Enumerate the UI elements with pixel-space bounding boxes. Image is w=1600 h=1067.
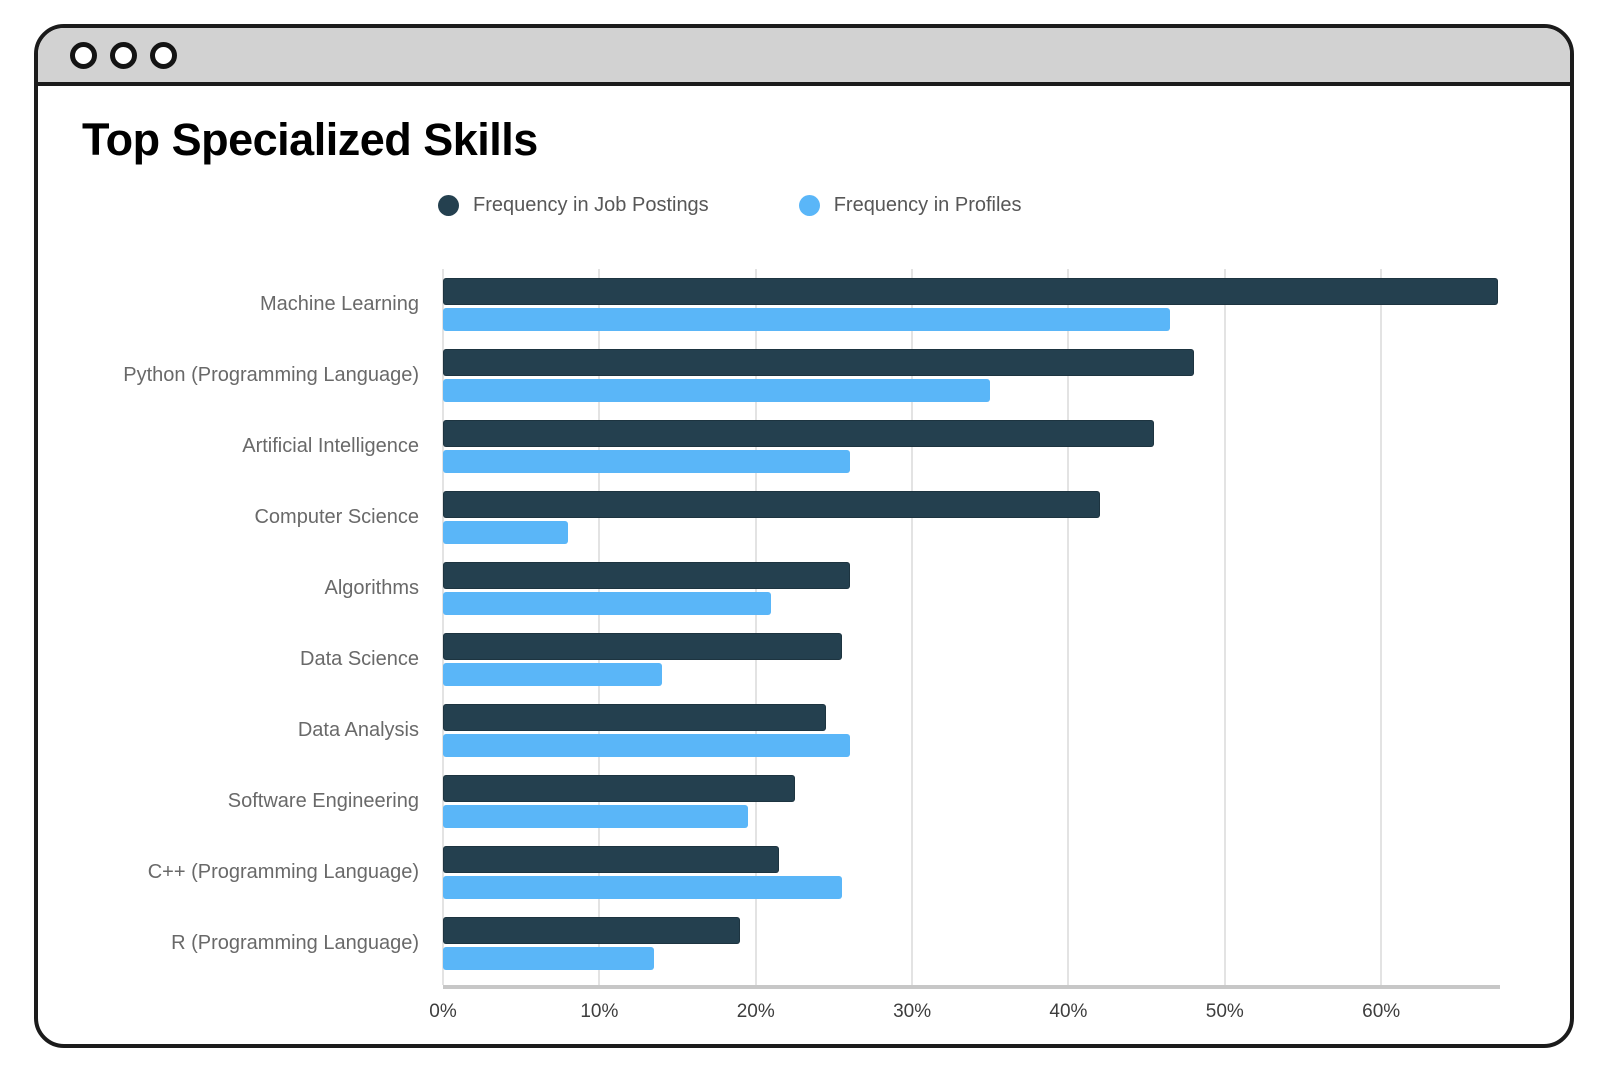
x-tick-label: 50% xyxy=(1205,1001,1244,1022)
chart-row: R (Programming Language) xyxy=(82,908,1500,979)
gridline-60 xyxy=(1380,269,1383,985)
bar-profiles xyxy=(443,521,569,544)
window-control-dot-2[interactable] xyxy=(110,41,137,69)
bar-job-postings xyxy=(443,775,795,802)
chart-row: Computer Science xyxy=(82,482,1500,553)
chart-row: Software Engineering xyxy=(82,766,1500,837)
x-tick-label: 30% xyxy=(893,1001,932,1022)
x-tick-label: 20% xyxy=(736,1001,775,1022)
bar-profiles xyxy=(443,592,772,615)
bar-profiles xyxy=(443,876,842,899)
bar-job-postings xyxy=(443,917,741,944)
bar-group xyxy=(443,411,1500,482)
bar-group xyxy=(443,482,1500,553)
category-label: Computer Science xyxy=(254,506,419,528)
window-titlebar xyxy=(38,28,1570,86)
chart-row: Data Analysis xyxy=(82,695,1500,766)
browser-window: Top Specialized Skills Frequency in Job … xyxy=(34,24,1574,1048)
grid-layer xyxy=(442,269,1500,985)
category-label: Software Engineering xyxy=(227,790,419,812)
category-label: Data Science xyxy=(300,648,419,670)
bar-group xyxy=(443,766,1500,837)
x-axis: 0% 10% 20% 30% 40% 50% 60% xyxy=(429,985,1500,1033)
chart-rows: Machine Learning Python (Programming Lang… xyxy=(82,269,1500,979)
bar-job-postings xyxy=(443,349,1194,376)
legend-item-job-postings: Frequency in Job Postings xyxy=(438,194,709,217)
chart-row: Python (Programming Language) xyxy=(82,340,1500,411)
bar-job-postings xyxy=(443,704,827,731)
x-tick-label: 10% xyxy=(580,1001,619,1022)
chart-row: C++ (Programming Language) xyxy=(82,837,1500,908)
category-label: R (Programming Language) xyxy=(171,932,419,954)
bar-job-postings xyxy=(443,420,1155,447)
gridline-50 xyxy=(1223,269,1226,985)
window-control-dot-1[interactable] xyxy=(70,41,97,69)
bar-profiles xyxy=(443,805,748,828)
bar-chart: Machine Learning Python (Programming Lang… xyxy=(82,269,1500,1033)
bar-profiles xyxy=(443,947,655,970)
bar-job-postings xyxy=(443,491,1100,518)
chart-row: Machine Learning xyxy=(82,269,1500,340)
category-label: Artificial Intelligence xyxy=(242,435,419,457)
bar-group xyxy=(443,695,1500,766)
bar-job-postings xyxy=(443,562,850,589)
window-control-dot-3[interactable] xyxy=(150,41,177,69)
gridline-0 xyxy=(442,269,444,985)
x-tick-label: 60% xyxy=(1362,1001,1401,1022)
legend-label-job-postings: Frequency in Job Postings xyxy=(473,194,709,216)
bar-job-postings xyxy=(443,846,780,873)
bar-group xyxy=(443,908,1500,979)
category-label: Data Analysis xyxy=(297,719,419,741)
bar-group xyxy=(443,624,1500,695)
category-label: Machine Learning xyxy=(260,293,419,315)
category-label: Python (Programming Language) xyxy=(123,364,419,386)
chart-row: Algorithms xyxy=(82,553,1500,624)
bar-profiles xyxy=(443,663,662,686)
bar-group xyxy=(443,269,1500,340)
chart-row: Artificial Intelligence xyxy=(82,411,1500,482)
gridline-30 xyxy=(911,269,914,985)
bar-profiles xyxy=(443,308,1171,331)
x-tick-label: 40% xyxy=(1049,1001,1088,1022)
bar-job-postings xyxy=(443,633,842,660)
bar-group xyxy=(443,837,1500,908)
gridline-40 xyxy=(1067,269,1070,985)
legend-item-profiles: Frequency in Profiles xyxy=(798,194,1022,217)
chart-title: Top Specialized Skills xyxy=(82,114,538,165)
legend-label-profiles: Frequency in Profiles xyxy=(833,194,1022,216)
bar-profiles xyxy=(443,734,850,757)
gridline-20 xyxy=(754,269,757,985)
gridline-10 xyxy=(598,269,601,985)
category-label: Algorithms xyxy=(324,577,419,599)
legend-swatch-job-postings-icon xyxy=(438,195,459,216)
chart-legend: Frequency in Job Postings Frequency in P… xyxy=(438,194,1570,217)
legend-swatch-profiles-icon xyxy=(798,195,820,216)
bar-job-postings xyxy=(443,278,1499,305)
bar-group xyxy=(443,553,1500,624)
bar-group xyxy=(443,340,1500,411)
bar-profiles xyxy=(443,379,991,402)
x-tick-label: 0% xyxy=(429,1001,457,1022)
chart-row: Data Science xyxy=(82,624,1500,695)
bar-profiles xyxy=(443,450,850,473)
category-label: C++ (Programming Language) xyxy=(147,861,419,883)
window-content: Top Specialized Skills Frequency in Job … xyxy=(38,114,1570,1033)
